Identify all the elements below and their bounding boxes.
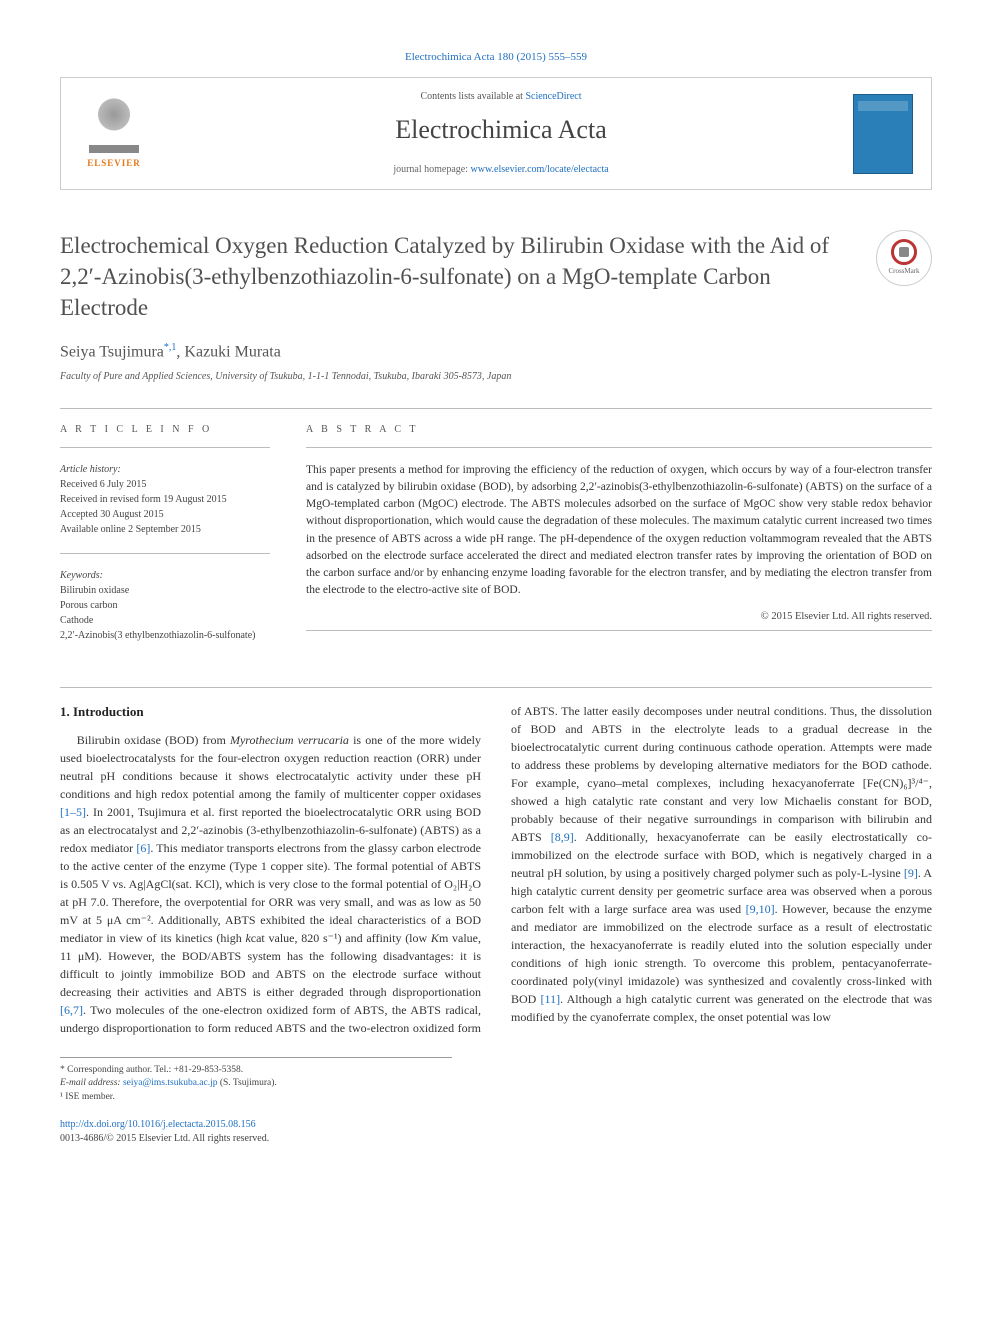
author-footnote-link[interactable]: *,1 (164, 342, 177, 353)
citation-link[interactable]: [8,9] (551, 830, 574, 844)
crossmark-badge[interactable]: CrossMark (876, 230, 932, 286)
journal-header: ELSEVIER Contents lists available at Sci… (60, 77, 932, 189)
ise-member-note: ¹ ISE member. (60, 1091, 452, 1104)
author-list: Seiya Tsujimura*,1, Kazuki Murata (60, 341, 932, 364)
citation-link[interactable]: [1–5] (60, 805, 86, 819)
keywords-block: Keywords: Bilirubin oxidase Porous carbo… (60, 568, 270, 643)
paragraph: Bilirubin oxidase (BOD) from Myrothecium… (60, 702, 932, 1038)
homepage-link[interactable]: www.elsevier.com/locate/electacta (471, 164, 609, 175)
article-title: Electrochemical Oxygen Reduction Catalyz… (60, 230, 876, 323)
citation-link[interactable]: [6] (136, 841, 150, 855)
journal-homepage: journal homepage: www.elsevier.com/locat… (149, 163, 853, 177)
elsevier-logo: ELSEVIER (79, 91, 149, 176)
contents-available: Contents lists available at ScienceDirec… (149, 90, 853, 104)
journal-title: Electrochimica Acta (149, 112, 853, 148)
citation-link[interactable]: [9] (904, 866, 918, 880)
corresponding-author-note: * Corresponding author. Tel.: +81-29-853… (60, 1064, 452, 1077)
footnotes: * Corresponding author. Tel.: +81-29-853… (60, 1057, 452, 1104)
issn-copyright: 0013-4686/© 2015 Elsevier Ltd. All right… (60, 1133, 269, 1144)
email-link[interactable]: seiya@ims.tsukuba.ac.jp (123, 1078, 218, 1088)
abstract-copyright: © 2015 Elsevier Ltd. All rights reserved… (306, 610, 932, 625)
article-info-column: A R T I C L E I N F O Article history: R… (60, 423, 270, 659)
elsevier-tree-icon (89, 98, 139, 153)
citation-link[interactable]: [6,7] (60, 1003, 83, 1017)
abstract-column: A B S T R A C T This paper presents a me… (306, 423, 932, 659)
citation-link[interactable]: [11] (541, 992, 561, 1006)
running-head-link[interactable]: Electrochimica Acta 180 (2015) 555–559 (405, 51, 587, 63)
crossmark-label: CrossMark (888, 267, 919, 277)
sciencedirect-link[interactable]: ScienceDirect (525, 91, 581, 102)
abstract-text: This paper presents a method for improvi… (306, 462, 932, 600)
elsevier-wordmark: ELSEVIER (87, 157, 141, 170)
doi-block: http://dx.doi.org/10.1016/j.electacta.20… (60, 1118, 932, 1146)
affiliation: Faculty of Pure and Applied Sciences, Un… (60, 370, 932, 384)
article-history: Article history: Received 6 July 2015 Re… (60, 462, 270, 537)
crossmark-icon (891, 239, 917, 265)
citation-link[interactable]: [9,10] (746, 902, 775, 916)
running-head: Electrochimica Acta 180 (2015) 555–559 (60, 50, 932, 65)
article-info-label: A R T I C L E I N F O (60, 423, 270, 437)
body-text: 1. Introduction Bilirubin oxidase (BOD) … (60, 702, 932, 1038)
doi-link[interactable]: http://dx.doi.org/10.1016/j.electacta.20… (60, 1119, 256, 1130)
journal-cover-thumbnail (853, 94, 913, 174)
email-note: E-mail address: seiya@ims.tsukuba.ac.jp … (60, 1077, 452, 1090)
abstract-label: A B S T R A C T (306, 423, 932, 437)
divider (60, 408, 932, 409)
section-heading: 1. Introduction (60, 702, 481, 722)
